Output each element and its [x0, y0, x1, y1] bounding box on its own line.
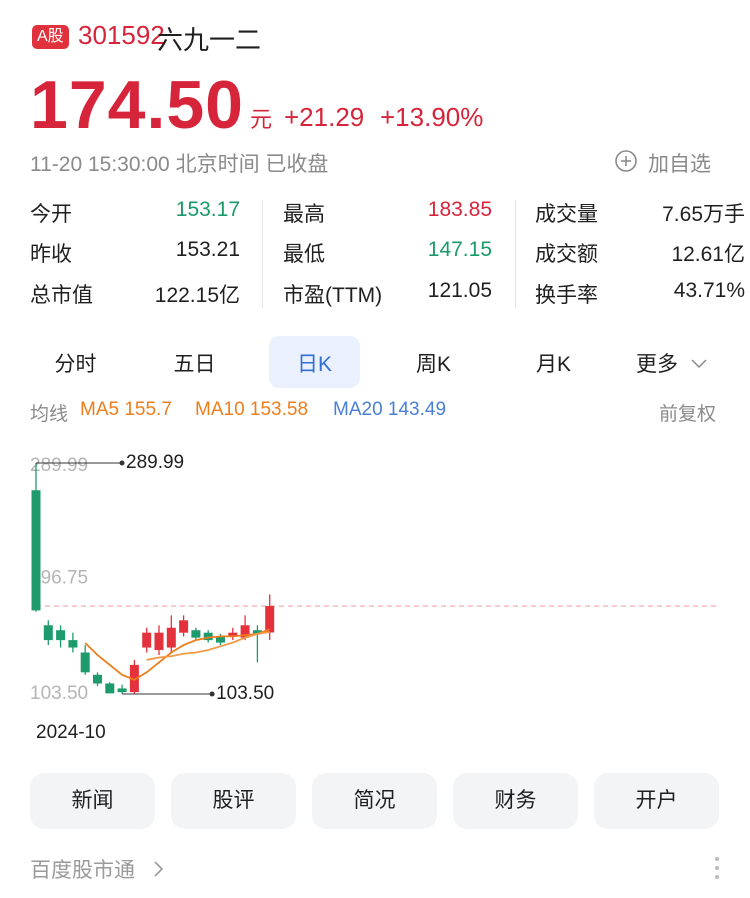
candle-body — [93, 674, 102, 684]
price-change: +21.29 — [284, 102, 365, 132]
stock-name: 六九一二 — [157, 25, 262, 55]
ma-line — [146, 631, 270, 661]
stat-value: 43.71% — [673, 279, 745, 302]
active-tab-bg — [269, 336, 360, 388]
stat-value: 153.21 — [175, 238, 240, 261]
stat-label: 最低 — [283, 243, 325, 266]
footer-chevron — [154, 861, 164, 877]
action-button[interactable]: 开户 — [594, 773, 719, 829]
y-tick-label: 196.75 — [30, 568, 88, 589]
stat-value: 121.05 — [427, 279, 492, 302]
stat-value: 153.17 — [175, 198, 240, 221]
candle-body — [56, 630, 66, 641]
tab[interactable]: 日K — [296, 353, 332, 376]
menu-dots[interactable] — [710, 855, 724, 883]
candle-body — [117, 688, 127, 693]
candle-body — [166, 627, 176, 648]
y-tick-label: 103.50 — [30, 683, 88, 704]
tab[interactable]: 分时 — [54, 353, 97, 376]
candle-body — [203, 632, 213, 641]
stat-label: 成交额 — [535, 243, 598, 266]
candle-body — [252, 630, 262, 634]
tab[interactable]: 周K — [415, 353, 451, 376]
candle-body — [240, 625, 250, 638]
stat-value: 183.85 — [427, 198, 492, 221]
stat-label: 今开 — [30, 203, 72, 226]
annotation-label: 289.99 — [126, 452, 184, 473]
stat-label: 换手率 — [535, 284, 598, 307]
x-tick-label: 2024-10 — [36, 722, 106, 743]
ma-label: 均线 — [30, 404, 69, 425]
candle-body — [129, 664, 139, 693]
annotation-label: 103.50 — [216, 683, 274, 704]
price-unit: 元 — [250, 107, 273, 132]
stat-label: 最高 — [283, 203, 325, 226]
tab[interactable]: 更多 — [636, 353, 678, 376]
tab[interactable]: 五日 — [173, 353, 216, 376]
adjust-mode[interactable]: 前复权 — [659, 404, 717, 425]
stock-code: 301592 — [78, 20, 165, 50]
footer-link[interactable]: 百度股市通 — [30, 859, 135, 882]
candle-body — [179, 620, 189, 633]
add-watchlist[interactable]: 加自选 — [648, 153, 711, 176]
candle-body — [105, 683, 115, 694]
candle-body — [68, 640, 78, 648]
kline-chart: 289.99 196.75 103.50 2024-10 289.99 103.50 — [30, 452, 720, 743]
stat-value: 147.15 — [427, 238, 492, 261]
ma-legend-item: MA10 153.58 — [195, 399, 309, 420]
action-button[interactable]: 财务 — [453, 773, 578, 829]
candle-body — [265, 606, 275, 633]
price: 174.50 — [30, 67, 244, 143]
candle-body — [154, 632, 164, 651]
stat-label: 市盈(TTM) — [283, 284, 383, 307]
candle-body — [80, 652, 90, 673]
tab[interactable]: 月K — [535, 353, 571, 376]
stat-value: 122.15亿 — [154, 284, 240, 307]
action-button[interactable]: 股评 — [171, 773, 296, 829]
add-icon[interactable] — [614, 148, 640, 174]
quote-time: 11-20 15:30:00 北京时间 已收盘 — [30, 153, 329, 176]
annotation-dot — [209, 691, 215, 697]
stat-label: 成交量 — [535, 203, 598, 226]
market-badge: A股 — [32, 25, 69, 49]
divider — [515, 200, 516, 308]
ma-legend-item: MA5 155.7 — [80, 399, 172, 420]
candle-body — [142, 632, 152, 648]
action-button[interactable]: 简况 — [312, 773, 437, 829]
stat-label: 昨收 — [30, 243, 72, 266]
y-tick-label: 289.99 — [30, 455, 88, 476]
stat-value: 7.65万手 — [662, 203, 745, 226]
price-change-pct: +13.90% — [380, 102, 484, 132]
ma-legend-item: MA20 143.49 — [333, 399, 447, 420]
candle-body — [191, 630, 201, 638]
candle-body — [31, 490, 41, 611]
candle-body — [228, 632, 238, 637]
candle-body — [216, 636, 225, 643]
annotation-dot — [119, 460, 125, 466]
stat-label: 总市值 — [30, 284, 93, 307]
more-chevron[interactable] — [690, 356, 708, 370]
action-button[interactable]: 新闻 — [30, 773, 155, 829]
ma-line — [84, 628, 271, 681]
divider — [262, 200, 263, 308]
candle-body — [43, 625, 53, 641]
stat-value: 12.61亿 — [671, 243, 745, 266]
